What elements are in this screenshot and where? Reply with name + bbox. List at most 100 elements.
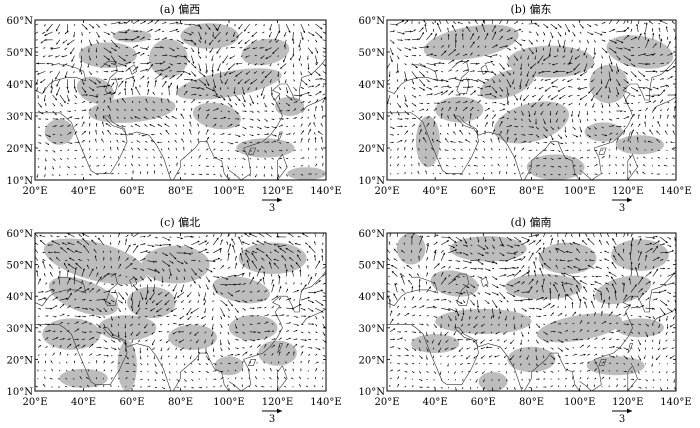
wind-vector (198, 370, 201, 372)
wind-vector (462, 252, 469, 256)
wind-vector (527, 331, 530, 335)
wind-vector (197, 114, 200, 119)
wind-vector (183, 84, 187, 88)
wind-vector (462, 244, 469, 247)
wind-vector (158, 330, 163, 333)
wind-vector (637, 114, 640, 119)
wind-vector (490, 323, 493, 326)
wind-vector (124, 331, 127, 338)
wind-vector (81, 31, 83, 36)
wind-vector (645, 363, 647, 365)
wind-vector (96, 276, 102, 285)
wind-vector (659, 236, 668, 244)
wind-vector (512, 347, 515, 350)
wind-vector (242, 347, 245, 349)
wind-vector (42, 87, 46, 94)
wind-vector (528, 266, 530, 269)
wind-vector (425, 266, 428, 269)
wind-vector (481, 23, 486, 32)
wind-vector (153, 355, 156, 360)
wind-vector (293, 323, 299, 326)
wind-vector (535, 290, 539, 293)
shading-region (180, 23, 239, 49)
wind-vector (416, 273, 420, 277)
wind-vector (67, 165, 70, 169)
wind-vector (658, 371, 661, 374)
wind-vector (125, 276, 128, 278)
wind-vector (436, 139, 442, 143)
wind-vector (278, 149, 283, 152)
wind-vector (71, 63, 75, 69)
wind-vector (147, 385, 151, 388)
wind-vector (499, 236, 504, 246)
wind-vector (499, 148, 501, 151)
wind-vector (477, 54, 480, 56)
wind-vector (531, 102, 537, 108)
wind-vector (180, 284, 185, 293)
wind-vector (37, 110, 44, 115)
wind-vector (579, 353, 586, 356)
wind-vector (411, 63, 418, 69)
wind-vector (592, 102, 595, 108)
wind-vector (506, 29, 511, 33)
wind-vector (477, 86, 483, 90)
coastline (102, 327, 172, 391)
wind-vector (667, 268, 670, 270)
wind-vector (659, 53, 664, 56)
wind-vector (213, 355, 215, 357)
wind-vector (557, 47, 559, 52)
wind-vector (426, 339, 429, 343)
wind-vector (286, 109, 290, 112)
wind-vector (59, 270, 61, 277)
wind-vector (526, 71, 529, 77)
wind-vector (74, 321, 79, 325)
wind-vector (109, 234, 112, 238)
wind-vector (418, 264, 420, 269)
wind-vector (528, 165, 532, 167)
wind-vector (441, 79, 449, 83)
wind-vector (289, 55, 294, 61)
wind-vector (426, 347, 429, 352)
wind-vector (55, 23, 61, 32)
wind-vector (183, 157, 185, 159)
wind-vector (528, 171, 532, 175)
wind-vector (242, 174, 244, 176)
wind-vector (147, 80, 150, 88)
wind-vector (168, 276, 170, 279)
wind-vector (438, 20, 442, 25)
wind-vector (322, 377, 324, 380)
wind-vector (212, 79, 216, 89)
wind-vector (171, 115, 177, 120)
wind-vector (75, 262, 83, 269)
wind-vector (513, 155, 517, 159)
wind-vector (636, 157, 639, 159)
wind-vector (448, 266, 451, 269)
wind-vector (313, 385, 316, 388)
wind-vector (103, 360, 106, 364)
wind-vector (548, 47, 551, 57)
wind-vector (96, 331, 102, 334)
shading-region (435, 308, 532, 335)
wind-vector (52, 289, 55, 293)
panel-d-ytick-1: 50°N (359, 261, 386, 272)
wind-vector (476, 172, 478, 175)
wind-vector (557, 31, 562, 37)
wind-vector (286, 158, 289, 160)
wind-vector (447, 34, 450, 40)
wind-vector (513, 63, 515, 66)
wind-vector (587, 237, 595, 246)
wind-vector (144, 148, 148, 151)
wind-vector (483, 363, 486, 365)
wind-vector (291, 31, 294, 41)
wind-vector (411, 38, 420, 41)
wind-vector (169, 21, 179, 25)
wind-vector (411, 331, 417, 334)
wind-vector (484, 252, 489, 254)
wind-vector (528, 363, 530, 366)
wind-vector (470, 70, 475, 72)
wind-vector (438, 148, 442, 151)
wind-vector (652, 43, 657, 48)
wind-vector (491, 121, 494, 127)
wind-vector (411, 79, 414, 85)
wind-vector (132, 36, 140, 41)
